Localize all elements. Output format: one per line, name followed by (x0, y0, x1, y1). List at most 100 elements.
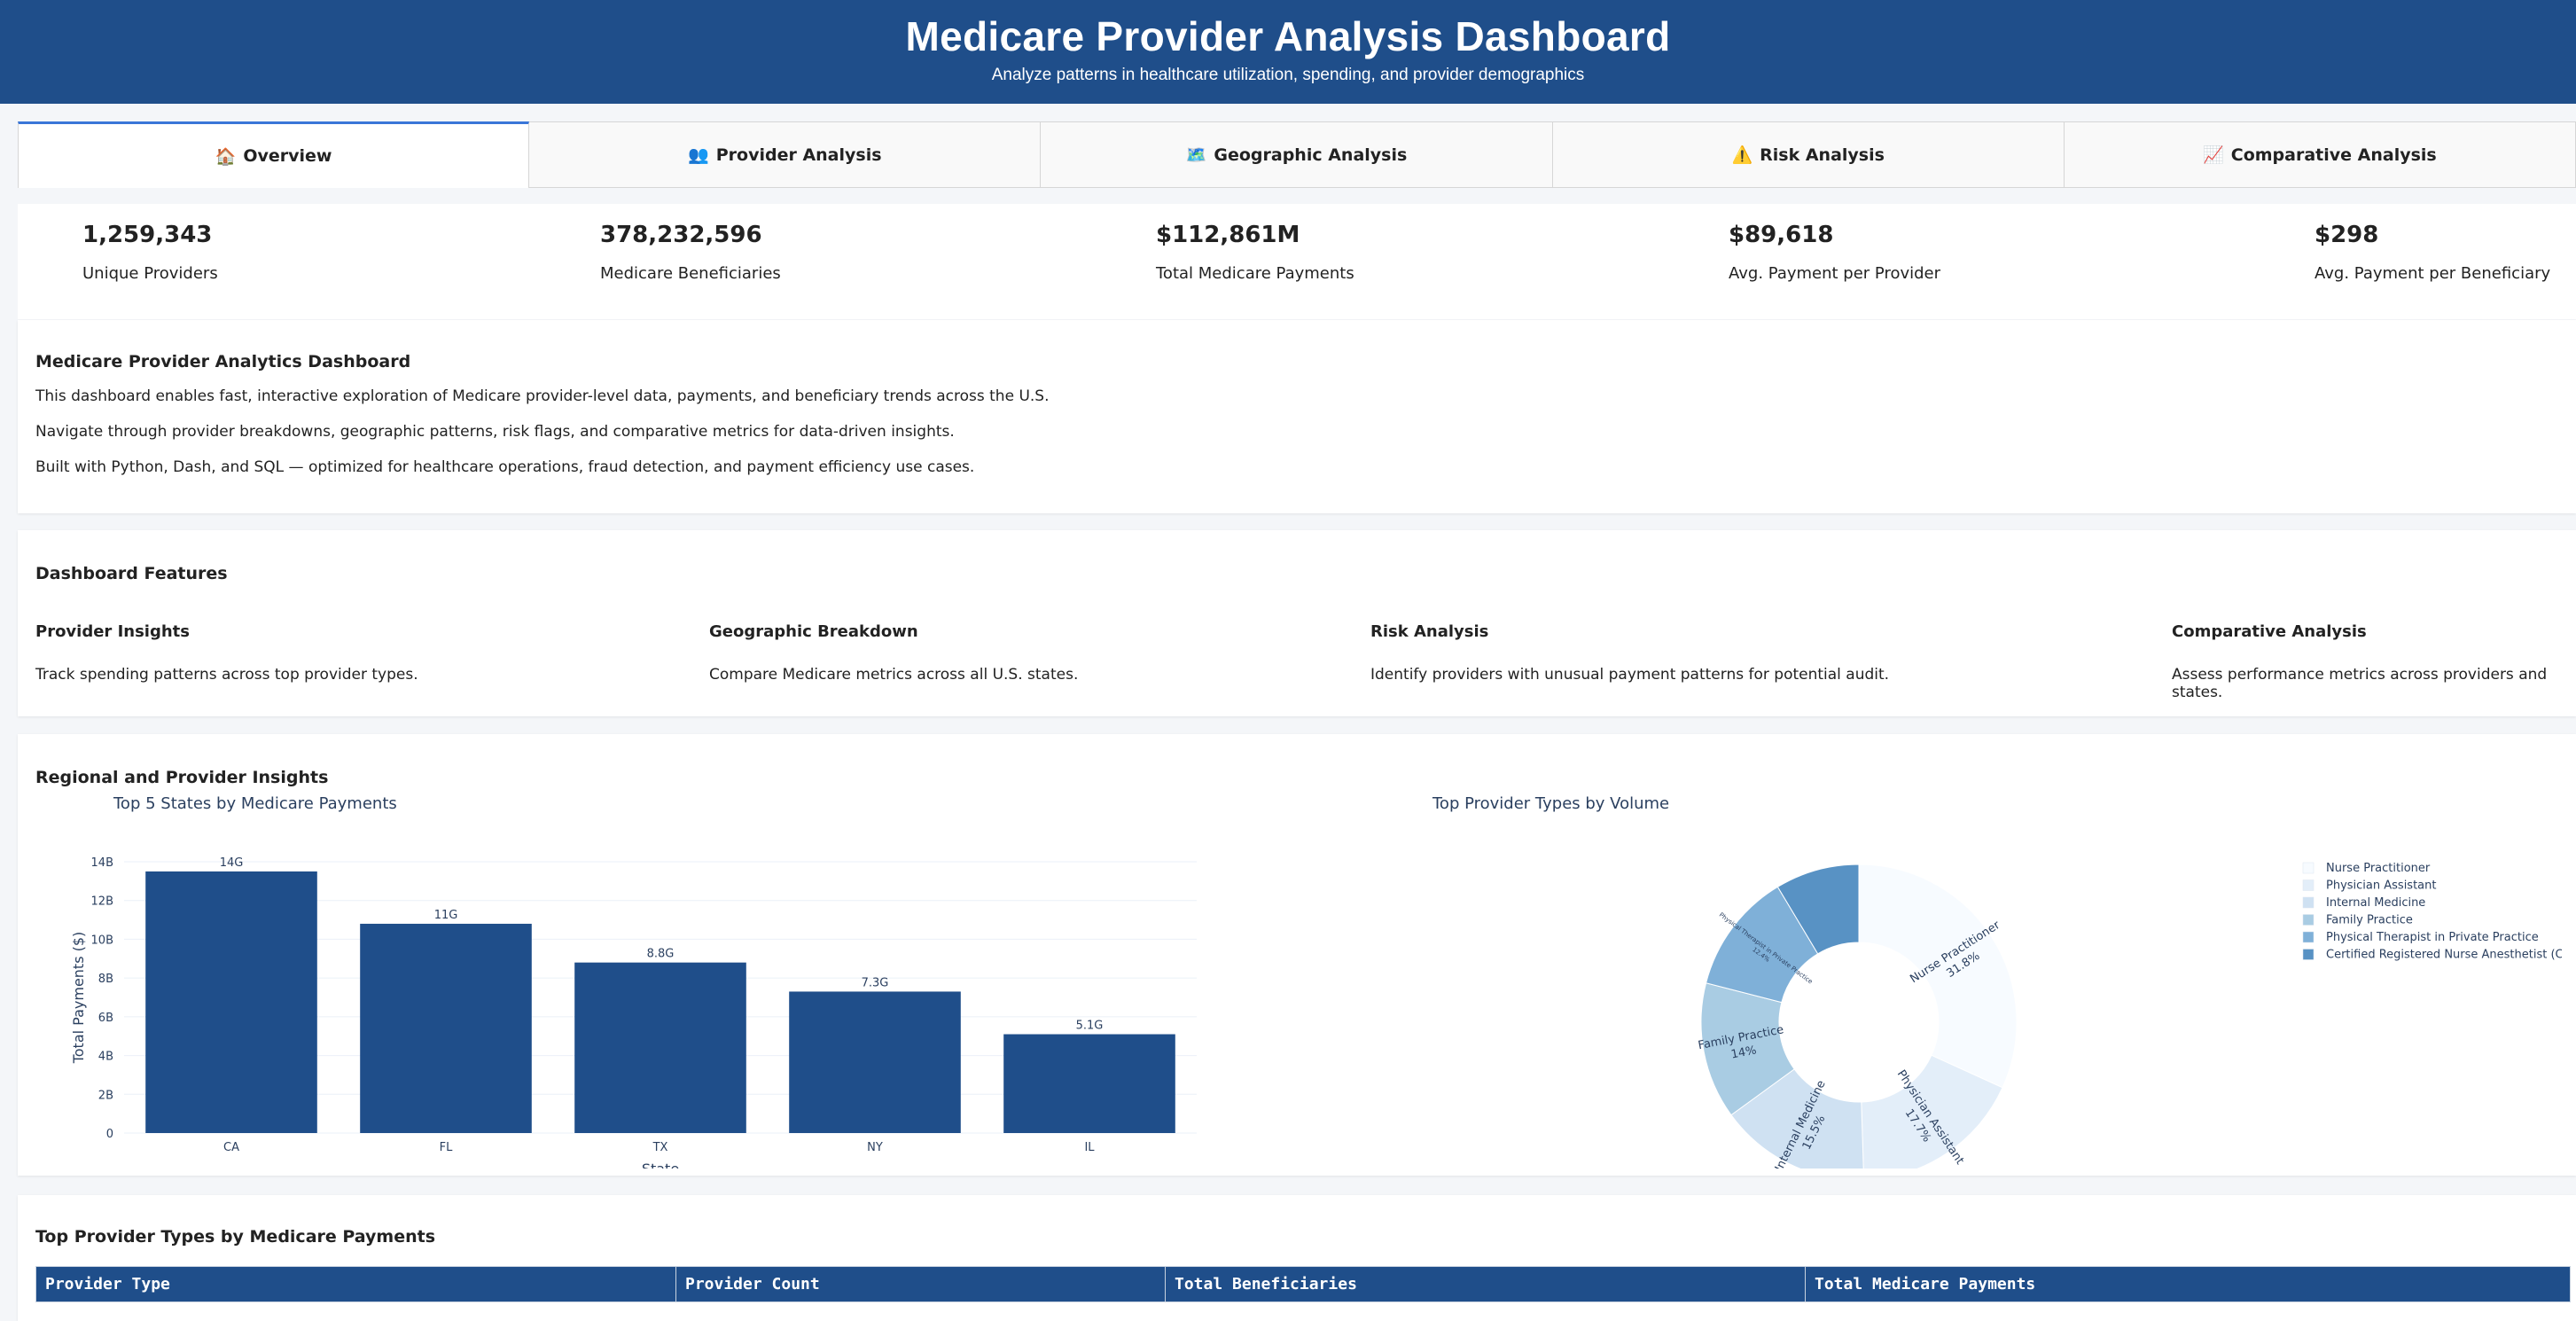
tab-geographic-analysis[interactable]: 🗺️ Geographic Analysis (1041, 121, 1553, 188)
legend-label: Family Practice (2326, 914, 2413, 927)
states-bar-chart: Top 5 States by Medicare Payments 0 2B 4B 6B… (70, 794, 1197, 1169)
legend-label: Physician Assistant (2326, 879, 2436, 893)
feature-comparative-analysis: Comparative Analysis Assess performance … (2172, 622, 2576, 701)
chart-up-icon: 📈 (2203, 145, 2224, 165)
bar-value-label: 11G (434, 909, 458, 922)
intro-title: Medicare Provider Analytics Dashboard (35, 352, 411, 371)
chart-title: Top 5 States by Medicare Payments (113, 794, 397, 813)
legend-swatch (2302, 862, 2314, 874)
stat-unique-providers: 1,259,343 Unique Providers (82, 222, 218, 283)
bar-tx[interactable] (574, 962, 746, 1133)
slice-percent: 14% (1730, 1044, 1758, 1061)
legend-label: Physical Therapist in Private Practice (2326, 931, 2539, 944)
tab-comparative-analysis[interactable]: 📈 Comparative Analysis (2064, 121, 2576, 188)
x-tick-label: FL (440, 1141, 453, 1154)
x-tick-label: NY (867, 1141, 883, 1154)
stat-label: Total Medicare Payments (1156, 264, 1354, 283)
stat-value: 378,232,596 (600, 222, 762, 248)
provider-types-donut-chart: Top Provider Types by Volume Nurse Practi… (1432, 794, 2562, 1169)
legend-swatch (2302, 931, 2314, 943)
column-header-total-beneficiaries[interactable]: Total Beneficiaries (1165, 1266, 1806, 1302)
feature-title: Provider Insights (35, 622, 190, 641)
intro-line: Navigate through provider breakdowns, ge… (35, 423, 955, 441)
bar-il[interactable] (1003, 1034, 1175, 1133)
bar-value-label: 5.1G (1076, 1020, 1104, 1033)
donut-slice[interactable] (1861, 1054, 2003, 1169)
column-header-total-payments[interactable]: Total Medicare Payments (1805, 1266, 2571, 1302)
donut-slice[interactable] (1776, 864, 1860, 955)
y-tick-label: 12B (91, 895, 113, 909)
legend-item[interactable]: Internal Medicine (2302, 896, 2425, 910)
insights-card: Regional and Provider Insights Top 5 Sta… (18, 734, 2576, 1176)
features-card: Dashboard Features Provider Insights Tra… (18, 530, 2576, 716)
tab-label: Risk Analysis (1760, 145, 1885, 165)
kpi-row: 1,259,343 Unique Providers 378,232,596 M… (18, 204, 2576, 319)
bar-ny[interactable] (789, 991, 961, 1133)
provider-payments-table: Provider Type Provider Count Total Benef… (35, 1266, 2571, 1302)
legend-item[interactable]: Family Practice (2302, 914, 2413, 927)
tab-label: Comparative Analysis (2230, 145, 2437, 165)
x-tick-label: CA (223, 1141, 239, 1154)
page-title: Medicare Provider Analysis Dashboard (905, 13, 1671, 59)
warning-icon: ⚠️ (1731, 145, 1753, 165)
feature-title: Geographic Breakdown (709, 622, 918, 641)
intro-line: Built with Python, Dash, and SQL — optim… (35, 458, 975, 476)
y-axis-label: Total Payments ($) (70, 932, 87, 1065)
x-tick-label: IL (1084, 1141, 1095, 1154)
tab-label: Provider Analysis (715, 145, 882, 165)
feature-geographic-breakdown: Geographic Breakdown Compare Medicare me… (709, 622, 1078, 684)
map-icon: 🗺️ (1185, 145, 1207, 165)
legend-item[interactable]: Physician Assistant (2302, 879, 2436, 893)
bar-value-label: 7.3G (862, 976, 889, 989)
feature-risk-analysis: Risk Analysis Identify providers with un… (1370, 622, 1889, 684)
tab-overview[interactable]: 🏠 Overview (18, 121, 530, 188)
intro-line: This dashboard enables fast, interactive… (35, 387, 1050, 405)
legend-swatch (2302, 896, 2314, 909)
legend-swatch (2302, 879, 2314, 891)
people-icon: 👥 (688, 145, 709, 165)
legend-item[interactable]: Certified Registered Nurse Anesthetist (… (2302, 949, 2562, 962)
x-axis-label: State (642, 1161, 679, 1169)
feature-provider-insights: Provider Insights Track spending pattern… (35, 622, 418, 684)
stat-value: $298 (2314, 222, 2379, 248)
stat-total-payments: $112,861M Total Medicare Payments (1156, 222, 1354, 283)
bar-value-label: 8.8G (647, 948, 675, 961)
features-title: Dashboard Features (35, 564, 228, 583)
stat-value: $112,861M (1156, 222, 1300, 248)
stat-avg-per-provider: $89,618 Avg. Payment per Provider (1729, 222, 1940, 283)
column-header-provider-type[interactable]: Provider Type (35, 1266, 676, 1302)
stat-label: Unique Providers (82, 264, 218, 283)
legend-swatch (2302, 914, 2314, 926)
table-header-row: Provider Type Provider Count Total Benef… (35, 1266, 2571, 1302)
feature-desc: Identify providers with unusual payment … (1370, 666, 1890, 684)
table-title: Top Provider Types by Medicare Payments (35, 1227, 436, 1247)
tab-label: Geographic Analysis (1214, 145, 1408, 165)
y-tick-label: 0 (106, 1128, 113, 1141)
stat-label: Avg. Payment per Provider (1729, 264, 1941, 283)
page-header: Medicare Provider Analysis Dashboard Ana… (0, 0, 2576, 104)
y-tick-label: 10B (91, 934, 113, 947)
page-subtitle: Analyze patterns in healthcare utilizati… (991, 66, 1585, 84)
donut-slice[interactable] (1858, 864, 2018, 1089)
bar-ca[interactable] (145, 871, 317, 1133)
intro-card: Medicare Provider Analytics Dashboard Th… (18, 320, 2576, 513)
tab-label: Overview (243, 146, 332, 166)
provider-payments-table-card: Top Provider Types by Medicare Payments … (18, 1195, 2576, 1321)
stat-avg-per-beneficiary: $298 Avg. Payment per Beneficiary (2314, 222, 2550, 283)
y-tick-label: 8B (98, 973, 113, 986)
feature-title: Risk Analysis (1370, 622, 1489, 641)
legend-label: Internal Medicine (2326, 896, 2425, 910)
stat-beneficiaries: 378,232,596 Medicare Beneficiaries (600, 222, 781, 283)
column-header-provider-count[interactable]: Provider Count (675, 1266, 1166, 1302)
legend-item[interactable]: Physical Therapist in Private Practice (2302, 931, 2539, 944)
tab-provider-analysis[interactable]: 👥 Provider Analysis (529, 121, 1042, 188)
stat-label: Medicare Beneficiaries (600, 264, 781, 283)
y-tick-label: 4B (98, 1051, 113, 1064)
bar-fl[interactable] (360, 923, 532, 1133)
stat-label: Avg. Payment per Beneficiary (2314, 264, 2551, 283)
tab-risk-analysis[interactable]: ⚠️ Risk Analysis (1552, 121, 2065, 188)
legend-item[interactable]: Nurse Practitioner (2302, 862, 2431, 875)
y-tick-label: 2B (98, 1089, 113, 1102)
home-icon: 🏠 (215, 146, 237, 167)
stat-value: 1,259,343 (82, 222, 213, 248)
